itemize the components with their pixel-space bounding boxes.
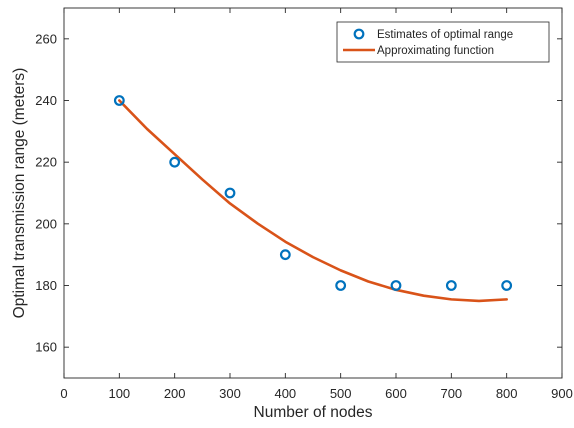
y-tick-label: 220	[35, 155, 57, 170]
approximating-function-line	[118, 99, 508, 303]
x-tick-label: 900	[551, 386, 573, 401]
estimate-point	[501, 280, 513, 291]
x-tick-label: 500	[330, 386, 352, 401]
plot-frame	[63, 7, 563, 379]
y-axis-label: Optimal transmission range (meters)	[11, 68, 28, 319]
x-tick-label: 200	[164, 386, 186, 401]
estimate-point	[113, 95, 125, 106]
y-tick-label: 180	[35, 278, 57, 293]
x-tick-label: 400	[274, 386, 296, 401]
y-tick-label: 260	[35, 31, 57, 46]
x-tick-label: 700	[440, 386, 462, 401]
legend-label-approx: Approximating function	[377, 45, 494, 57]
y-tick-label: 240	[35, 93, 57, 108]
line-series	[118, 99, 508, 303]
axis-labels: Number of nodes Optimal transmission ran…	[11, 68, 373, 421]
y-tick-label: 160	[35, 340, 57, 355]
x-tick-label: 0	[60, 386, 67, 401]
x-tick-label: 600	[385, 386, 407, 401]
estimate-point	[169, 156, 181, 168]
estimate-point	[279, 249, 291, 261]
legend-label-estimates: Estimates of optimal range	[377, 29, 513, 41]
x-tick-label: 800	[496, 386, 518, 401]
marker-series	[113, 95, 513, 291]
x-tick-label: 300	[219, 386, 241, 401]
legend: Estimates of optimal range Approximating…	[336, 21, 550, 63]
legend-marker-estimates	[353, 28, 365, 40]
estimate-point	[335, 280, 347, 291]
x-tick-label: 100	[108, 386, 130, 401]
estimate-point	[224, 187, 236, 199]
axis-ticks: 0 100 200 300 400 500 600 700 800 900 160 180 200 220…	[35, 8, 573, 401]
x-axis-label: Number of nodes	[254, 404, 373, 421]
estimate-point	[445, 280, 457, 291]
y-tick-label: 200	[35, 216, 57, 231]
legend-box	[336, 21, 550, 63]
estimate-point	[390, 280, 402, 291]
plot-area-border	[63, 7, 563, 379]
